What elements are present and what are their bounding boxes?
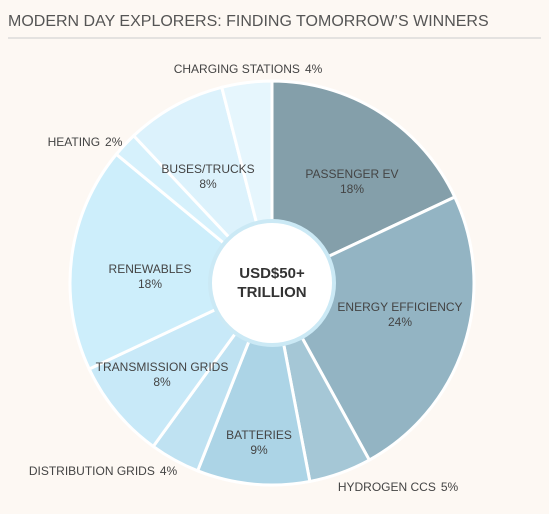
- segment-label: RENEWABLES: [109, 262, 192, 276]
- value-label: 8%: [153, 375, 171, 389]
- value-label: 5%: [441, 480, 459, 494]
- segment-label: HYDROGEN CCS 5%: [338, 480, 459, 494]
- value-label: 9%: [250, 443, 268, 457]
- segment-label: CHARGING STATIONS 4%: [174, 62, 323, 76]
- segment-label: BATTERIES: [226, 428, 292, 442]
- donut-segment: [270, 79, 457, 286]
- donut-segment: [68, 152, 275, 372]
- value-label: 4%: [160, 464, 178, 478]
- center-label: TRILLION: [237, 284, 306, 301]
- category-name: HEATING: [48, 135, 100, 149]
- donut-segment: [195, 277, 312, 487]
- value-label: 24%: [388, 315, 412, 329]
- center-hole: [208, 219, 336, 347]
- category-name: DISTRIBUTION GRIDS: [29, 464, 155, 478]
- segment-label: BUSES/TRUCKS: [161, 162, 254, 176]
- segment-label: ENERGY EFFICIENCY: [337, 300, 462, 314]
- segment-label: TRANSMISSION GRIDS: [96, 360, 229, 374]
- segment-label: HEATING 2%: [48, 135, 123, 149]
- center-label: USD$50+: [239, 265, 305, 282]
- category-name: CHARGING STATIONS: [174, 62, 300, 76]
- value-label: 18%: [138, 277, 162, 291]
- segment-label: PASSENGER EV: [305, 167, 398, 181]
- chart-title: MODERN DAY EXPLORERS: FINDING TOMORROW’S…: [8, 13, 489, 30]
- segment-label: DISTRIBUTION GRIDS 4%: [29, 464, 178, 478]
- value-label: 4%: [305, 62, 323, 76]
- value-label: 8%: [199, 177, 217, 191]
- category-name: HYDROGEN CCS: [338, 480, 436, 494]
- value-label: 18%: [340, 182, 364, 196]
- value-label: 2%: [105, 135, 123, 149]
